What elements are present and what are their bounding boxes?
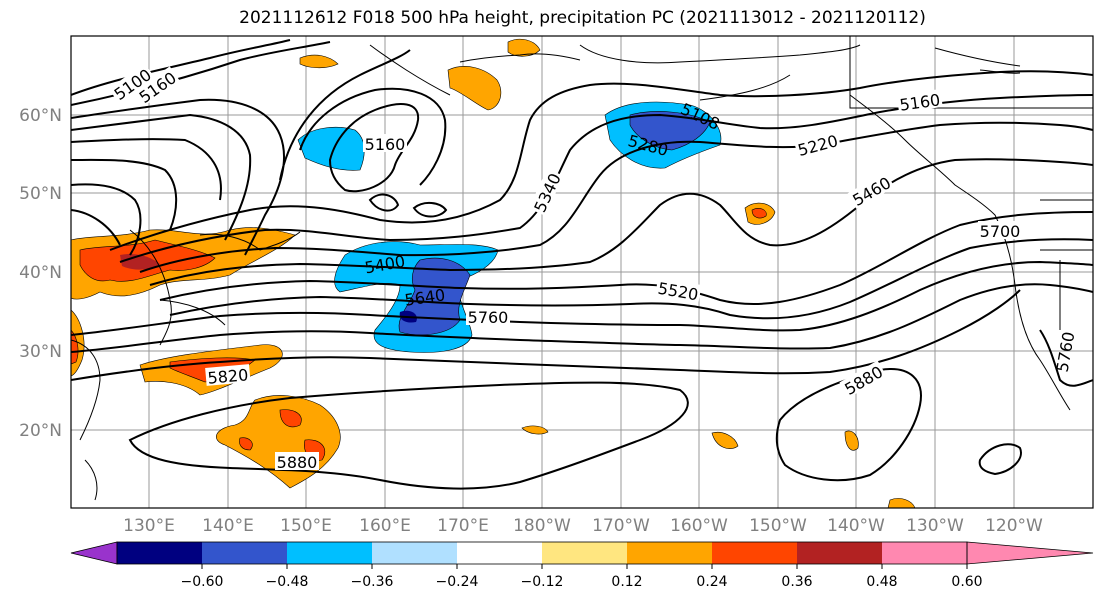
colorbar-segment	[627, 542, 712, 564]
colorbar-segment	[797, 542, 882, 564]
lon-label: 150°W	[749, 516, 807, 536]
longitude-labels: 130°E 140°E 150°E 160°E 170°E 180°W 170°…	[123, 516, 1043, 536]
colorbar-segment	[287, 542, 372, 564]
coastlines	[71, 36, 1093, 501]
colorbar-tick: 0.12	[611, 574, 642, 590]
colorbar-left-extension	[70, 541, 118, 565]
lon-label: 160°W	[670, 516, 728, 536]
lat-label: 50°N	[19, 184, 62, 204]
contour-label: 5160	[365, 135, 406, 154]
colorbar-segment	[542, 542, 627, 564]
contour-label: 5760	[468, 308, 509, 327]
lon-label: 170°W	[592, 516, 650, 536]
lat-label: 60°N	[19, 106, 62, 126]
lat-label: 30°N	[19, 342, 62, 362]
lon-label: 130°E	[123, 516, 175, 536]
lon-label: 130°W	[906, 516, 964, 536]
contour-label: 5820	[207, 365, 249, 387]
lat-label: 20°N	[19, 421, 62, 441]
lon-label: 180°W	[513, 516, 571, 536]
colorbar-tick: 0.48	[866, 574, 897, 590]
colorbar-tick: 0.60	[951, 574, 982, 590]
colorbar-tick: 0.24	[696, 574, 727, 590]
colorbar-tick: −0.36	[351, 574, 394, 590]
colorbar-segment	[882, 542, 967, 564]
colorbar-segment	[372, 542, 457, 564]
colorbar-tick: −0.12	[521, 574, 564, 590]
latitude-labels: 60°N 50°N 40°N 30°N 20°N	[19, 106, 62, 441]
colorbar-segment	[712, 542, 797, 564]
lon-label: 170°E	[437, 516, 489, 536]
contour-label: 5880	[277, 453, 318, 472]
lon-label: 160°E	[359, 516, 411, 536]
colorbar-right-extension	[966, 541, 1094, 565]
colorbar-tick: −0.60	[181, 574, 224, 590]
map-title: 2021112612 F018 500 hPa height, precipit…	[239, 8, 926, 28]
lon-label: 150°E	[280, 516, 332, 536]
lon-label: 120°W	[985, 516, 1043, 536]
colorbar-tick: −0.24	[436, 574, 479, 590]
contour-label: 5700	[980, 222, 1021, 241]
lon-label: 140°E	[202, 516, 254, 536]
colorbar-segment	[457, 542, 542, 564]
colorbar-tick: −0.48	[266, 574, 309, 590]
colorbar-tick: 0.36	[781, 574, 812, 590]
lat-label: 40°N	[19, 263, 62, 283]
lon-label: 140°W	[827, 516, 885, 536]
colorbar-segment	[202, 542, 287, 564]
colorbar: −0.60 −0.48 −0.36 −0.24 −0.12 0.12 0.24 …	[70, 541, 1094, 590]
colorbar-segment	[117, 542, 202, 564]
